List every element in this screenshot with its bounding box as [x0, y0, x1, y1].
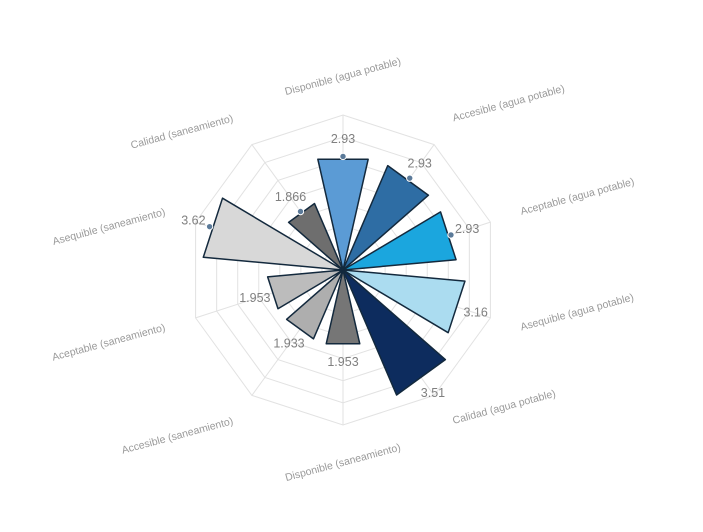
svg-text:3.51: 3.51: [421, 386, 445, 400]
svg-text:3.16: 3.16: [463, 305, 487, 319]
svg-text:2.93: 2.93: [455, 222, 479, 236]
svg-text:3.62: 3.62: [181, 214, 205, 228]
svg-text:2.93: 2.93: [331, 132, 355, 146]
svg-text:1.866: 1.866: [275, 190, 306, 204]
svg-text:1.933: 1.933: [273, 337, 304, 351]
svg-text:1.953: 1.953: [239, 291, 270, 305]
svg-text:1.953: 1.953: [327, 355, 358, 369]
svg-text:2.93: 2.93: [408, 157, 432, 171]
